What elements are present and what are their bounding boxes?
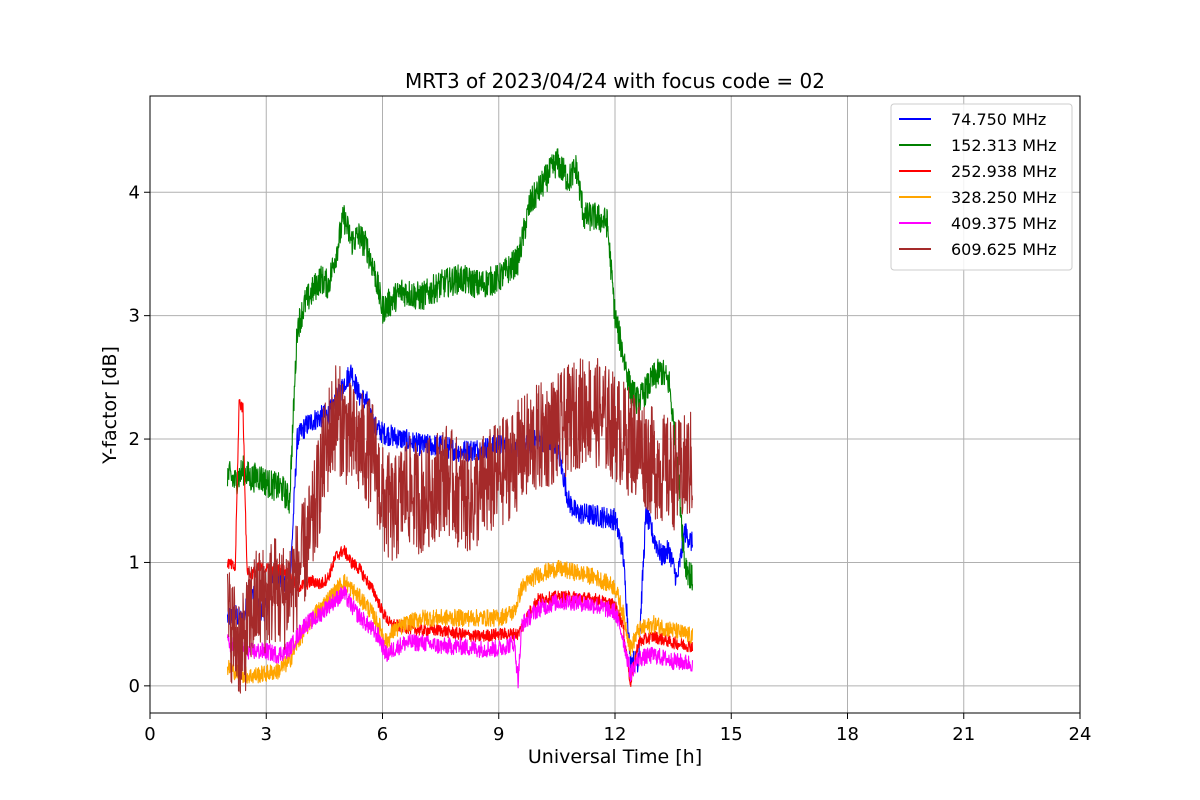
legend-label: 328.250 MHz bbox=[951, 188, 1056, 207]
chart-title: MRT3 of 2023/04/24 with focus code = 02 bbox=[405, 69, 825, 93]
x-tick-label: 12 bbox=[604, 724, 627, 745]
legend-box bbox=[890, 103, 1073, 271]
x-axis: 0 3 6 9 12 15 18 21 24 bbox=[144, 713, 1091, 745]
x-tick-label: 9 bbox=[493, 724, 504, 745]
y-tick-label: 1 bbox=[129, 552, 140, 573]
y-tick-label: 3 bbox=[129, 306, 140, 327]
legend-label: 74.750 MHz bbox=[951, 110, 1046, 129]
series-line bbox=[226, 148, 694, 591]
x-tick-label: 15 bbox=[720, 724, 743, 745]
x-tick-label: 3 bbox=[261, 724, 272, 745]
series-line bbox=[226, 585, 694, 689]
x-tick-label: 21 bbox=[952, 724, 975, 745]
series-layer bbox=[226, 148, 694, 694]
y-tick-label: 2 bbox=[129, 429, 140, 450]
y-axis-label: Y-factor [dB] bbox=[99, 346, 121, 465]
x-tick-label: 6 bbox=[377, 724, 388, 745]
legend-label: 252.938 MHz bbox=[951, 162, 1056, 181]
y-axis: 0 1 2 3 4 bbox=[129, 182, 150, 697]
series-line bbox=[226, 364, 694, 673]
legend-label: 152.313 MHz bbox=[951, 136, 1056, 155]
legend-label: 609.625 MHz bbox=[951, 240, 1056, 259]
y-tick-label: 4 bbox=[129, 182, 140, 203]
x-tick-label: 0 bbox=[144, 724, 155, 745]
x-axis-label: Universal Time [h] bbox=[528, 746, 702, 768]
series-line bbox=[226, 357, 694, 694]
legend: 74.750 MHz 152.313 MHz 252.938 MHz 328.250 … bbox=[890, 103, 1073, 271]
y-tick-label: 0 bbox=[129, 676, 140, 697]
x-tick-label: 18 bbox=[836, 724, 859, 745]
x-tick-label: 24 bbox=[1069, 724, 1092, 745]
legend-label: 409.375 MHz bbox=[951, 214, 1056, 233]
